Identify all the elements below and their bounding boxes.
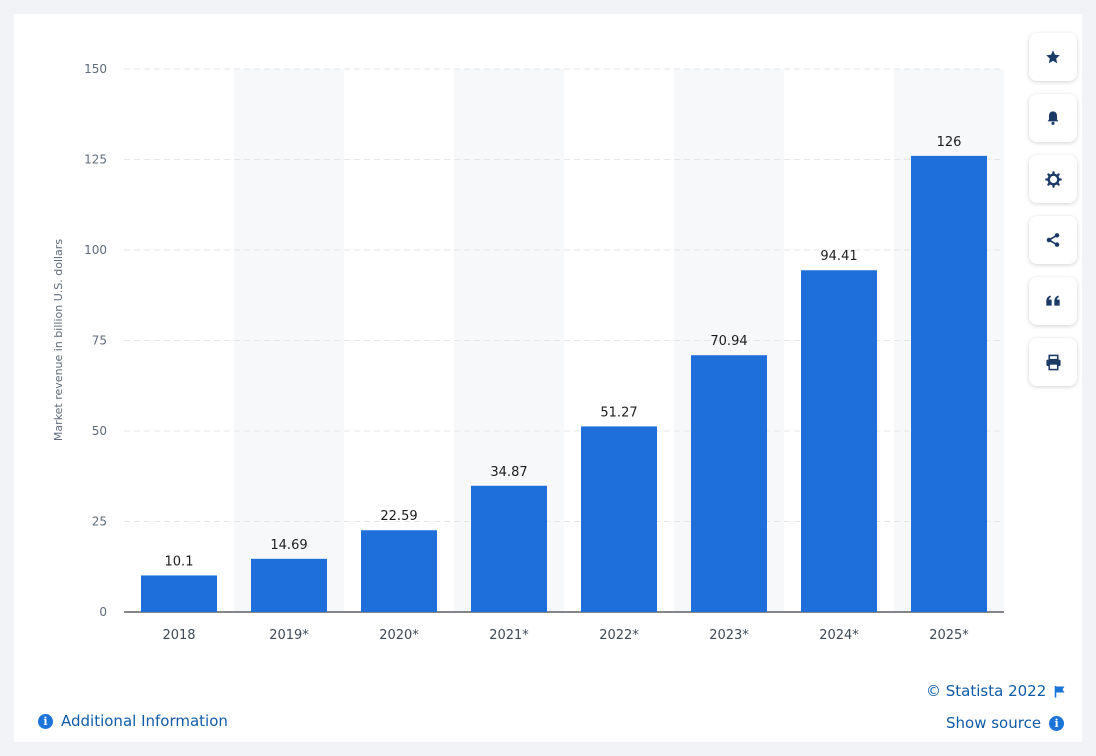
copyright-notice: © Statista 2022 xyxy=(926,682,1066,700)
copyright-text: © Statista 2022 xyxy=(926,682,1047,700)
y-tick-label: 50 xyxy=(92,424,107,438)
y-tick-label: 0 xyxy=(99,605,107,619)
settings-button[interactable] xyxy=(1029,155,1077,203)
share-icon xyxy=(1046,233,1060,247)
print-button[interactable] xyxy=(1029,338,1077,386)
x-tick-label: 2018 xyxy=(162,628,195,643)
y-tick-label: 100 xyxy=(84,243,107,257)
additional-information-link[interactable]: i Additional Information xyxy=(38,712,228,730)
x-tick-label: 2022* xyxy=(599,628,639,643)
additional-information-label: Additional Information xyxy=(61,712,228,730)
notification-button[interactable] xyxy=(1029,94,1077,142)
y-tick-label: 25 xyxy=(92,515,107,529)
bar[interactable] xyxy=(691,355,767,612)
bar[interactable] xyxy=(361,530,437,612)
data-label: 34.87 xyxy=(490,465,527,480)
bar[interactable] xyxy=(801,270,877,612)
y-tick-label: 150 xyxy=(84,62,107,76)
star-icon xyxy=(1046,50,1060,64)
info-icon: i xyxy=(1049,715,1065,731)
data-label: 94.41 xyxy=(820,249,857,264)
x-tick-label: 2023* xyxy=(709,628,749,643)
show-source-label: Show source xyxy=(946,714,1042,732)
y-axis-title: Market revenue in billion U.S. dollars xyxy=(52,239,65,441)
y-tick-label: 75 xyxy=(92,334,107,348)
data-label: 22.59 xyxy=(380,509,417,524)
bar-chart: 0 25 50 75 100 125 150 Market revenue in billio… xyxy=(52,62,1004,643)
bar[interactable] xyxy=(141,575,217,612)
bar[interactable] xyxy=(911,155,987,612)
x-tick-label: 2021* xyxy=(489,628,529,643)
favorite-button[interactable] xyxy=(1029,33,1077,81)
data-label: 14.69 xyxy=(270,538,307,553)
bar[interactable] xyxy=(251,558,327,612)
chart-card: 0 25 50 75 100 125 150 Market revenue in billio… xyxy=(14,14,1082,742)
cite-button[interactable] xyxy=(1029,277,1077,325)
printer-icon xyxy=(1045,354,1061,370)
data-label: 10.1 xyxy=(165,554,194,569)
data-label: 126 xyxy=(937,135,962,150)
data-label: 51.27 xyxy=(600,405,637,420)
x-tick-label: 2025* xyxy=(929,628,969,643)
info-icon: i xyxy=(38,713,53,729)
gear-icon xyxy=(1044,170,1062,188)
bar[interactable] xyxy=(581,426,657,612)
share-button[interactable] xyxy=(1029,216,1077,264)
y-tick-label: 125 xyxy=(84,153,107,167)
data-label: 70.94 xyxy=(710,334,747,349)
flag-icon xyxy=(1054,685,1065,697)
x-tick-label: 2020* xyxy=(379,628,419,643)
bar[interactable] xyxy=(471,485,547,612)
show-source-link[interactable]: Show source i xyxy=(946,714,1065,732)
x-tick-label: 2024* xyxy=(819,628,859,643)
bell-icon xyxy=(1047,111,1059,125)
quote-icon xyxy=(1046,295,1060,306)
x-tick-label: 2019* xyxy=(269,628,309,643)
